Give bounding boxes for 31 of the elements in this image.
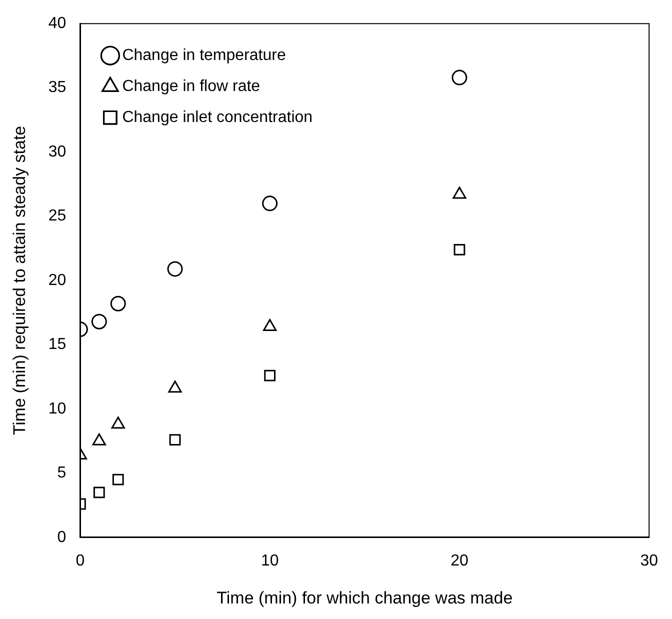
point	[167, 261, 183, 277]
point	[452, 70, 468, 86]
point	[111, 416, 125, 429]
y-tick-label: 5	[57, 464, 66, 482]
legend-label: Change in flow rate	[122, 78, 260, 96]
y-tick-label: 30	[48, 143, 66, 160]
y-axis-title: Time (min) required to attain steady state	[10, 126, 29, 436]
y-tick-label: 0	[57, 528, 66, 546]
x-tick-label: 30	[640, 552, 658, 570]
point	[454, 244, 466, 256]
point	[92, 433, 106, 446]
x-tick-label: 10	[260, 552, 279, 570]
point	[169, 434, 181, 446]
point	[168, 380, 182, 393]
legend-label: Change in temperature	[122, 47, 286, 64]
y-tick-label: 10	[48, 400, 66, 418]
legend-label: Change inlet concentration	[122, 109, 313, 126]
x-tick-label: 0	[76, 552, 85, 570]
y-tick-label: 25	[48, 208, 66, 225]
point	[112, 474, 124, 486]
point	[110, 296, 126, 312]
y-tick-label: 20	[48, 272, 66, 289]
point	[264, 370, 276, 382]
point	[91, 314, 107, 330]
x-axis-title: Time (min) for which change was made	[216, 588, 513, 608]
x-tick-label: 20	[450, 552, 468, 570]
point	[93, 486, 105, 498]
y-tick-label: 15	[48, 336, 66, 354]
point	[262, 196, 278, 212]
y-tick-label: 35	[48, 79, 66, 96]
y-tick-label: 40	[48, 15, 66, 32]
